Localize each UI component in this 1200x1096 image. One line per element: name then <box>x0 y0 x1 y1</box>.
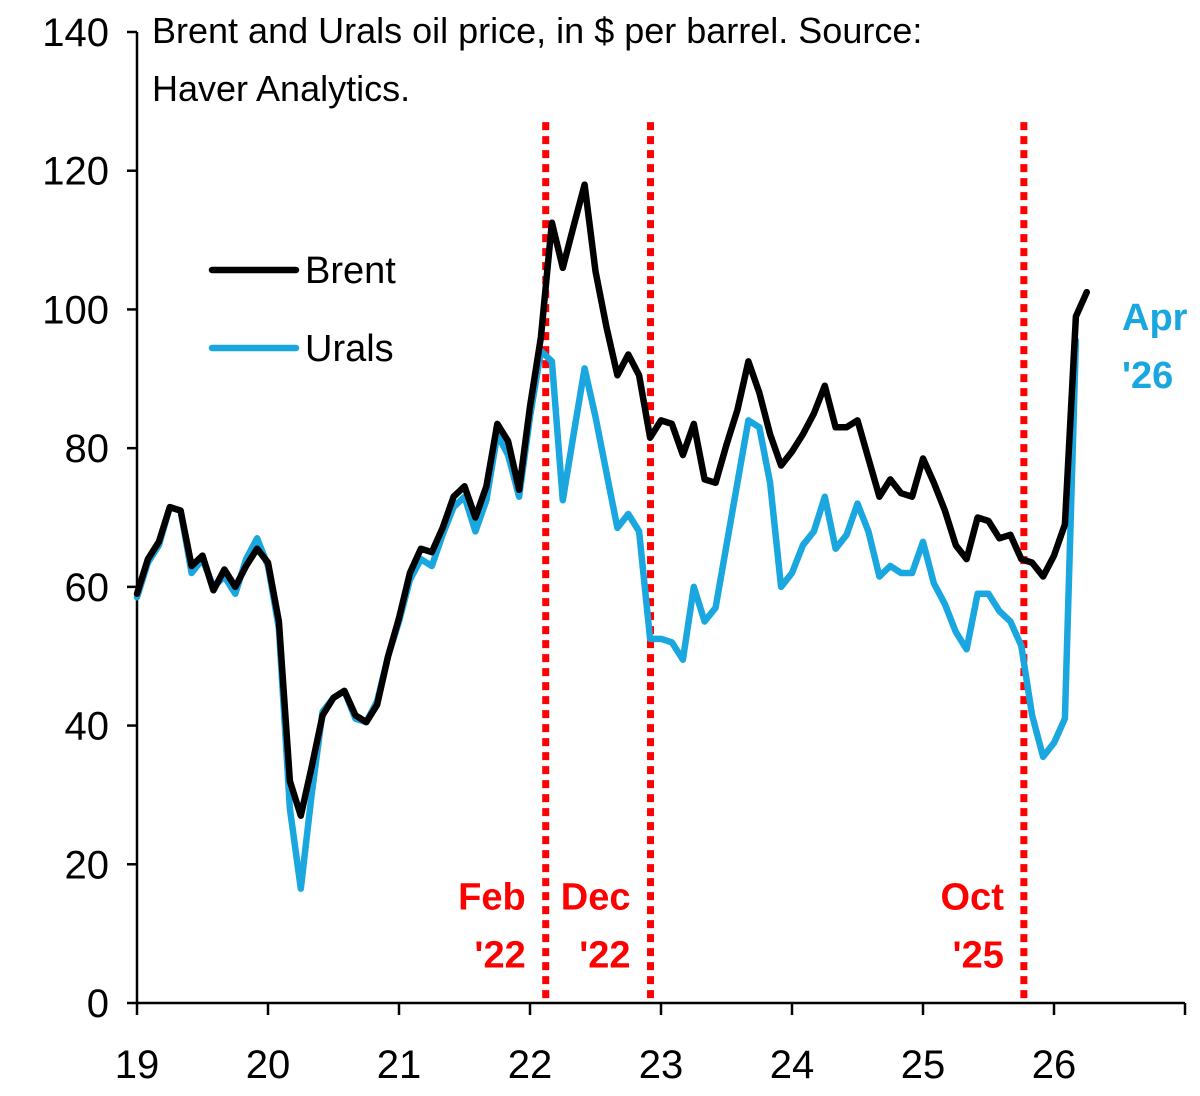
x-tick-label: 23 <box>639 1043 684 1087</box>
x-tick-label: 20 <box>246 1043 291 1087</box>
event-markers <box>542 122 1028 1003</box>
y-tick-label: 140 <box>42 11 109 55</box>
series-line-urals <box>133 337 1080 892</box>
x-tick-label: 25 <box>901 1043 946 1087</box>
y-tick-label: 40 <box>65 705 110 749</box>
legend: Brent Urals <box>208 250 396 370</box>
event-label: '25 <box>953 934 1004 976</box>
y-tick-label: 100 <box>42 288 109 332</box>
event-label: Oct <box>941 876 1005 918</box>
chart-title: Brent and Urals oil price, in $ per barr… <box>152 10 922 109</box>
x-tick-label: 22 <box>508 1043 553 1087</box>
series-line-brent <box>133 181 1091 819</box>
event-label: '22 <box>579 934 630 976</box>
x-tick-label: 26 <box>1032 1043 1077 1087</box>
legend-label-brent: Brent <box>305 250 396 292</box>
end-label: '26 <box>1122 355 1173 397</box>
end-label: Apr <box>1122 297 1188 339</box>
title-line: Brent and Urals oil price, in $ per barr… <box>152 10 922 51</box>
legend-label-urals: Urals <box>305 328 394 370</box>
y-tick-label: 120 <box>42 150 109 194</box>
y-tick-label: 20 <box>65 843 110 887</box>
x-tick-label: 24 <box>770 1043 815 1087</box>
x-tick-label: 19 <box>115 1043 160 1087</box>
x-tick-label: 21 <box>377 1043 422 1087</box>
event-label: Feb <box>458 876 526 918</box>
event-label: Dec <box>561 876 631 918</box>
title-line: Haver Analytics. <box>152 68 410 109</box>
series-lines <box>133 181 1091 892</box>
y-tick-label: 80 <box>65 427 110 471</box>
axes: 0 20 40 60 80 100 120 140 19 20 21 22 23 24 25 26 <box>42 11 1187 1087</box>
y-tick-label: 0 <box>87 982 109 1026</box>
y-tick-label: 60 <box>65 566 110 610</box>
event-label: '22 <box>474 934 525 976</box>
annotations: Feb '22 Dec '22 Oct '25 Apr '26 <box>458 297 1187 976</box>
